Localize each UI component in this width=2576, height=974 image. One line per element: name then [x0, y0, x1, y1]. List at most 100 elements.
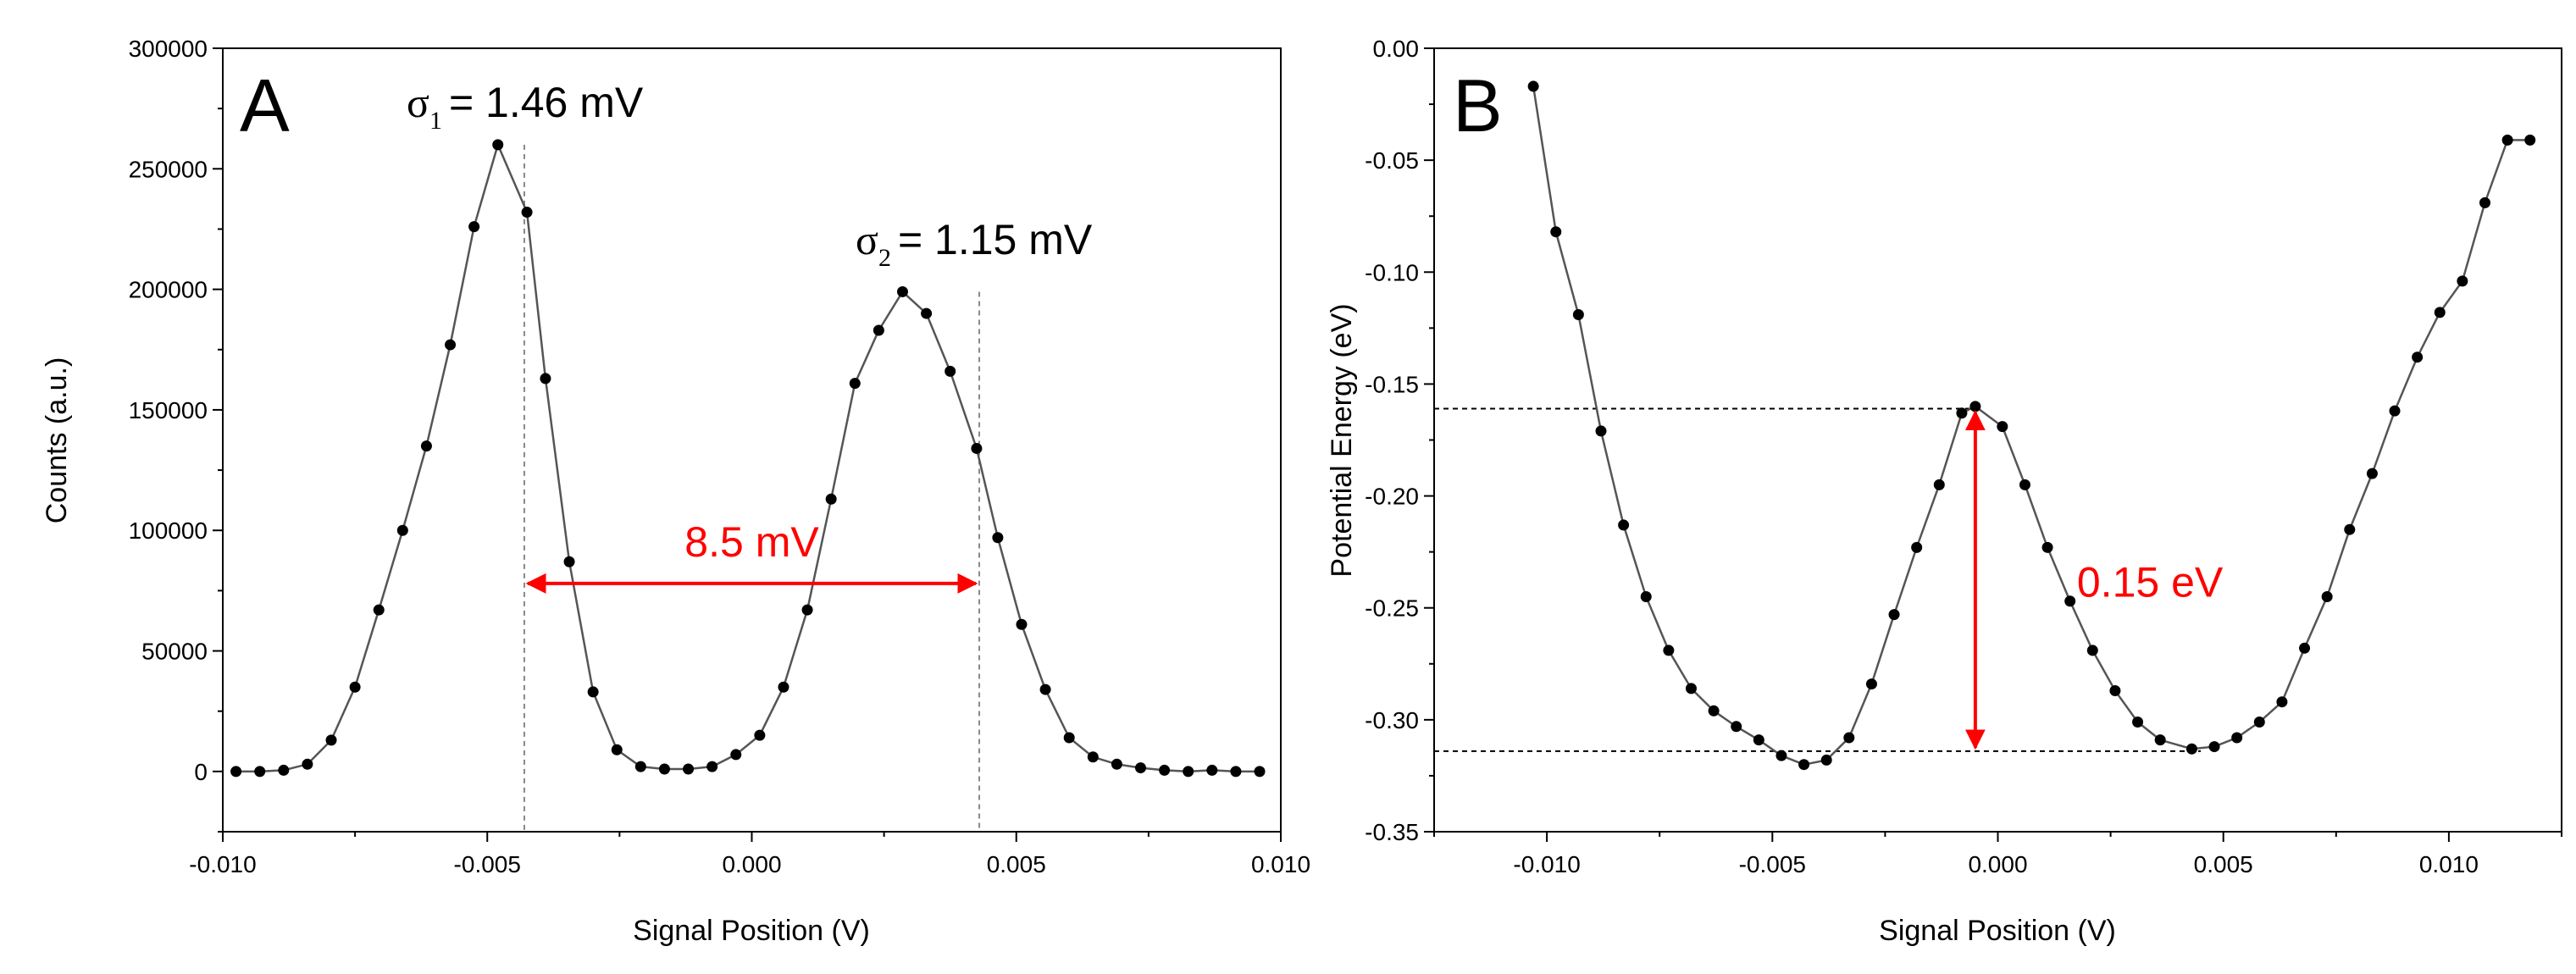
- panel-b-y-axis-title: Potential Energy (eV): [1326, 303, 1358, 577]
- data-point: [373, 604, 385, 616]
- data-point: [2276, 696, 2288, 708]
- data-point: [2154, 734, 2166, 746]
- data-point: [1550, 226, 1562, 238]
- data-point: [349, 681, 361, 693]
- x-tick-label: 0.005: [2194, 851, 2253, 877]
- panel-b-label: B: [1453, 64, 1503, 147]
- data-point: [1572, 309, 1584, 320]
- x-tick-label: 0.010: [2419, 851, 2479, 877]
- data-point: [730, 749, 742, 761]
- y-tick-label: -0.15: [1365, 371, 1419, 397]
- data-point: [1595, 425, 1607, 437]
- sigma2-value: = 1.15 mV: [898, 216, 1093, 263]
- data-point: [611, 744, 623, 755]
- data-point: [1063, 732, 1075, 744]
- data-point: [1731, 721, 1742, 733]
- y-tick-label: 150000: [129, 397, 208, 423]
- data-point: [540, 373, 551, 385]
- data-point: [2344, 523, 2356, 535]
- data-point: [896, 285, 908, 297]
- data-point: [1159, 764, 1171, 776]
- y-tick-label: 200000: [129, 277, 208, 303]
- series-line: [1532, 86, 2530, 766]
- data-point: [325, 734, 337, 746]
- data-point: [1663, 645, 1675, 656]
- data-point: [2501, 134, 2513, 146]
- data-point: [1206, 764, 1218, 776]
- sigma2-subscript: 2: [878, 244, 891, 272]
- data-point: [706, 761, 718, 772]
- data-point: [1708, 705, 1720, 717]
- panel-a-chart: -0.010 -0.005 0.000 0.005 0.010 0 50000 100000…: [41, 36, 1310, 947]
- x-tick-label: -0.010: [189, 851, 256, 877]
- data-point: [1997, 421, 2008, 433]
- data-point: [2231, 732, 2243, 744]
- panel-a-label: A: [240, 64, 290, 147]
- data-point: [230, 766, 242, 778]
- panel-b-x-axis-title: Signal Position (V): [1879, 915, 2116, 947]
- data-point: [2109, 685, 2121, 696]
- data-point: [563, 556, 575, 567]
- y-tick-label: -0.30: [1365, 707, 1419, 733]
- y-tick-label: -0.25: [1365, 595, 1419, 622]
- panel-b-guide-lines: [1434, 407, 2202, 752]
- data-point: [1111, 758, 1122, 770]
- sigma1-symbol: σ: [407, 79, 429, 126]
- data-point: [1183, 766, 1194, 778]
- sigma1-label: σ1 = 1.46 mV: [407, 79, 644, 135]
- x-tick-label: -0.005: [1739, 851, 1806, 877]
- panel-a-plot-frame: [222, 47, 1282, 833]
- data-point: [468, 221, 480, 233]
- data-point: [1254, 766, 1266, 778]
- data-point: [1798, 759, 1810, 771]
- data-point: [2299, 642, 2311, 654]
- data-point: [1753, 734, 1764, 746]
- panel-a-guide-lines: [523, 144, 981, 832]
- panel-b-series: [1527, 80, 2536, 771]
- data-point: [634, 761, 646, 772]
- panel-a-y-axis-title: Counts (a.u.): [41, 357, 73, 524]
- data-point: [278, 764, 290, 776]
- data-point: [921, 307, 933, 319]
- data-point: [2457, 275, 2468, 287]
- y-tick-label: 250000: [129, 156, 208, 182]
- x-tick-label: 0.005: [987, 851, 1046, 877]
- y-tick-label: -0.20: [1365, 484, 1419, 510]
- data-point: [1087, 751, 1099, 763]
- data-point: [1911, 541, 1923, 553]
- data-point: [2132, 717, 2144, 728]
- data-point: [2185, 743, 2197, 755]
- data-point: [1230, 766, 1242, 778]
- data-point: [778, 681, 789, 693]
- barrier-height-label: 0.15 eV: [2077, 559, 2224, 606]
- data-point: [2412, 351, 2424, 363]
- data-point: [849, 378, 861, 390]
- data-point: [2019, 479, 2030, 490]
- data-point: [2479, 196, 2490, 208]
- data-point: [445, 339, 457, 351]
- panel-a-x-axis-title: Signal Position (V): [633, 915, 870, 947]
- x-tick-label: 0.010: [1251, 851, 1310, 877]
- y-tick-label: 0.00: [1373, 36, 1420, 62]
- data-point: [1618, 519, 1630, 531]
- panel-a-x-ticks: -0.010 -0.005 0.000 0.005 0.010: [189, 832, 1310, 877]
- data-point: [1685, 683, 1697, 695]
- data-point: [521, 207, 533, 219]
- y-tick-label: -0.10: [1365, 259, 1419, 285]
- peak-separation-label: 8.5 mV: [684, 518, 819, 566]
- data-point: [658, 763, 670, 775]
- data-point: [683, 763, 695, 775]
- data-point: [754, 729, 766, 741]
- y-tick-label: 100000: [129, 517, 208, 544]
- data-point: [1933, 479, 1945, 490]
- x-tick-label: 0.000: [722, 851, 781, 877]
- sigma2-label: σ2 = 1.15 mV: [856, 216, 1093, 272]
- data-point: [492, 139, 504, 151]
- panel-b-chart: -0.010 -0.005 0.000 0.005 0.010 0.00 -0.05 -0.…: [1326, 36, 2562, 947]
- data-point: [2366, 468, 2378, 479]
- data-point: [1843, 732, 1855, 744]
- series-line: [235, 141, 1260, 773]
- data-point: [420, 440, 432, 452]
- data-point: [825, 493, 837, 505]
